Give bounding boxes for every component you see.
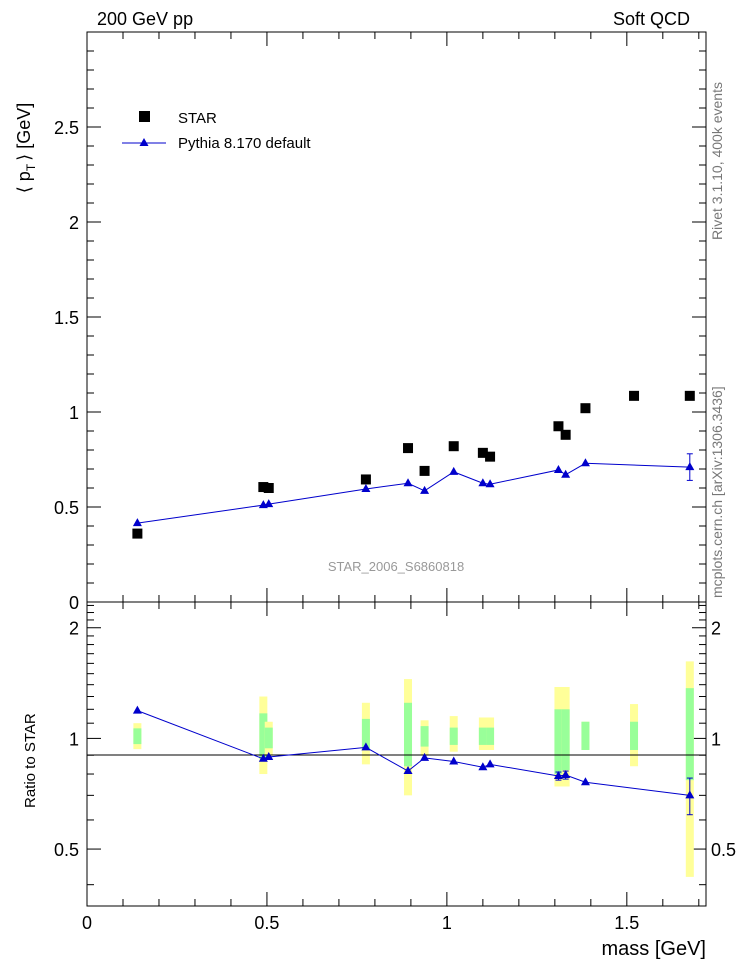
main-y-tick-label: 2	[69, 213, 79, 233]
pythia-ratio-point	[580, 777, 590, 786]
pythia-ratio-point	[685, 790, 695, 799]
mcplots-label: mcplots.cern.ch [arXiv:1306.3436]	[709, 386, 725, 598]
ratio-band-stat	[133, 728, 142, 745]
pythia-point	[361, 483, 371, 492]
ratio-uncertainty-bands	[133, 661, 694, 877]
ratio-band-stat	[581, 721, 590, 750]
pythia-ratio-point	[449, 756, 459, 765]
ratio-band-stat	[264, 727, 273, 749]
x-tick-label: 0	[82, 913, 92, 933]
pythia-line	[137, 462, 690, 524]
star-data-point	[684, 390, 695, 401]
ratio-y-tick-label: 2	[69, 619, 79, 639]
pythia-ratio-point	[561, 770, 571, 779]
star-data-point	[419, 465, 430, 476]
pythia-point	[553, 464, 563, 473]
star-data-point	[580, 403, 591, 414]
pythia-ratio-point	[553, 771, 563, 780]
ratio-band-stat	[449, 727, 458, 745]
legend-star-marker	[139, 111, 150, 122]
main-y-tick-label: 0	[69, 593, 79, 613]
star-data-point	[477, 447, 488, 458]
main-y-tick-label: 1	[69, 403, 79, 423]
ratio-band-stat	[259, 713, 268, 759]
pythia-point	[264, 499, 274, 508]
star-data-point	[448, 441, 459, 452]
analysis-watermark: STAR_2006_S6860818	[328, 559, 464, 574]
pythia-ratio-point	[485, 759, 495, 768]
pythia-point	[485, 479, 495, 488]
ratio-panel-frame	[86, 601, 707, 907]
pythia-ratio-point	[361, 742, 371, 751]
ratio-band-stat	[630, 721, 639, 750]
pythia-point	[420, 485, 430, 494]
ylabel-sub: T	[24, 163, 38, 171]
pythia-point	[561, 469, 571, 478]
legend-pythia-marker	[139, 138, 149, 146]
ratio-band-stat	[361, 718, 370, 750]
main-series	[132, 390, 695, 539]
ratio-y-tick-label-right: 0.5	[711, 840, 736, 860]
x-axis-label: mass [GeV]	[602, 938, 706, 960]
main-axis-ticks: 0 0.5 1 1.5 2 2.5	[54, 31, 706, 613]
ratio-band-stat	[561, 709, 570, 771]
ylabel-suffix: ⟩ [GeV]	[14, 103, 34, 161]
pythia-ratio-point	[420, 752, 430, 761]
main-y-tick-label: 0.5	[54, 498, 79, 518]
ratio-y-tick-label: 1	[69, 729, 79, 749]
pythia-ratio-point	[264, 752, 274, 761]
ratio-y-tick-label-right: 2	[711, 619, 721, 639]
ratio-band-stat	[404, 702, 413, 767]
ylabel-prefix: ⟨ p	[14, 171, 34, 193]
star-data-point	[629, 390, 640, 401]
ratio-band-stat	[554, 709, 563, 775]
legend-pythia-label: Pythia 8.170 default	[178, 135, 311, 152]
ratio-band-stat	[420, 726, 429, 747]
pythia-point	[478, 478, 488, 487]
main-y-tick-label: 2.5	[54, 118, 79, 138]
ratio-y-axis-label: Ratio to STAR	[22, 713, 39, 808]
ratio-y-tick-label-right: 1	[711, 729, 721, 749]
star-data-point	[553, 421, 564, 432]
ratio-band-stat	[685, 688, 694, 781]
header-right: Soft QCD	[613, 9, 690, 29]
legend: STAR Pythia 8.170 default	[122, 110, 311, 152]
ratio-band-stat	[486, 727, 495, 745]
legend-star-label: STAR	[178, 110, 217, 127]
pythia-ratio-point	[478, 762, 488, 771]
star-data-point	[403, 443, 414, 454]
rivet-label: Rivet 3.1.10, 400k events	[709, 82, 725, 240]
ratio-band-stat	[478, 727, 487, 745]
x-tick-label: 1.5	[614, 913, 639, 933]
star-data-point	[263, 483, 274, 493]
main-y-axis-label: ⟨ pT ⟩ [GeV]	[14, 103, 38, 193]
star-data-point	[132, 528, 143, 539]
header-left: 200 GeV pp	[97, 9, 193, 29]
pythia-point	[449, 466, 459, 475]
star-data-point	[258, 482, 269, 493]
main-y-tick-label: 1.5	[54, 308, 79, 328]
star-data-point	[560, 429, 571, 440]
star-data-point	[485, 451, 496, 462]
pythia-point	[132, 518, 142, 527]
pythia-point	[403, 478, 413, 487]
ratio-series	[132, 705, 695, 816]
pythia-point	[685, 462, 695, 471]
pythia-ratio-point	[132, 705, 142, 714]
pythia-ratio-line	[137, 710, 690, 796]
star-data-point	[360, 474, 371, 485]
pythia-ratio-point	[403, 766, 413, 775]
pythia-point	[580, 458, 590, 467]
ratio-y-tick-label: 0.5	[54, 840, 79, 860]
x-tick-label: 0.5	[254, 913, 279, 933]
x-tick-label: 1	[442, 913, 452, 933]
ratio-axis-ticks: 0.5 0.5 1 1 2 2 0 0.5 1 1.5	[54, 602, 736, 933]
